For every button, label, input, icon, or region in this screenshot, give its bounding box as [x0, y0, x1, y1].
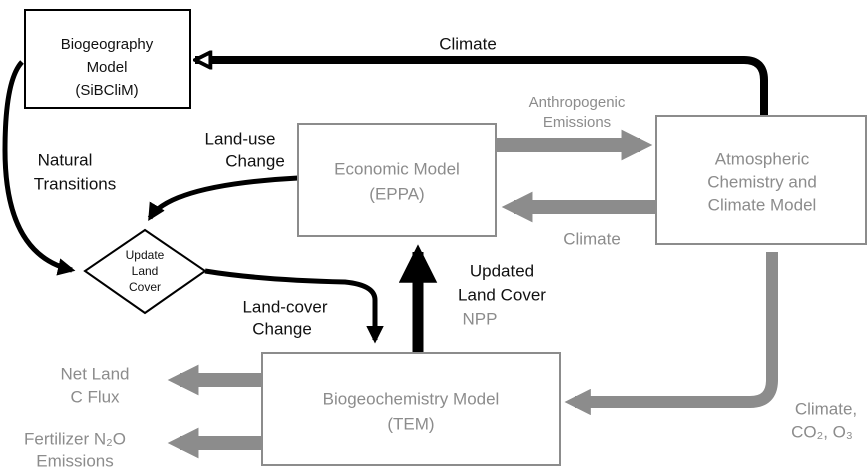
diamond-update	[83, 228, 207, 315]
node-label: Atmospheric	[715, 149, 810, 168]
edge-label: Transitions	[34, 174, 117, 193]
node-label: (EPPA)	[369, 184, 424, 203]
output-label: C Flux	[70, 387, 120, 406]
arrow-land-cover	[204, 268, 384, 344]
box-biogeography	[24, 9, 191, 109]
output-label: Climate,	[795, 399, 857, 418]
output-label: CO₂, O₃	[791, 422, 853, 441]
edge-label: Land-use	[205, 129, 276, 148]
edge-label: Land-cover	[242, 297, 327, 316]
edge-label: Change	[225, 151, 285, 170]
arrow-climate-down	[564, 252, 778, 416]
box-atmospheric	[655, 115, 867, 245]
node-label: Climate Model	[708, 195, 817, 214]
edge-label: Emissions	[543, 114, 611, 131]
edge-label: Natural	[38, 150, 93, 169]
node-label: (TEM)	[387, 414, 434, 433]
node-label: Biogeochemistry Model	[323, 389, 500, 408]
edge-label: NPP	[463, 309, 498, 328]
output-label: Net Land	[61, 364, 130, 383]
arrow-land-use	[147, 175, 299, 221]
edge-label: Change	[252, 319, 312, 338]
edge-label: Land Cover	[458, 285, 546, 304]
box-economic	[297, 123, 497, 237]
edge-label: Climate	[563, 229, 621, 248]
node-label: Chemistry and	[707, 172, 817, 191]
node-label: Model	[87, 59, 128, 76]
node-label: Cover	[129, 280, 161, 294]
arrow-climate	[195, 60, 768, 116]
node-label: (SiBCliM)	[75, 82, 138, 99]
edge-label: Anthropogenic	[529, 94, 626, 111]
arrow-natural	[2, 60, 76, 276]
output-label: Emissions	[36, 451, 113, 470]
node-label: Update	[126, 248, 165, 262]
node-label: Economic Model	[334, 159, 460, 178]
edge-label: Updated	[470, 261, 534, 280]
output-label: Fertilizer N₂O	[24, 429, 126, 448]
node-label: Biogeography	[61, 36, 154, 53]
node-label: Land	[132, 264, 159, 278]
box-biogeochemistry	[261, 352, 561, 466]
edge-label: Climate	[439, 34, 497, 53]
